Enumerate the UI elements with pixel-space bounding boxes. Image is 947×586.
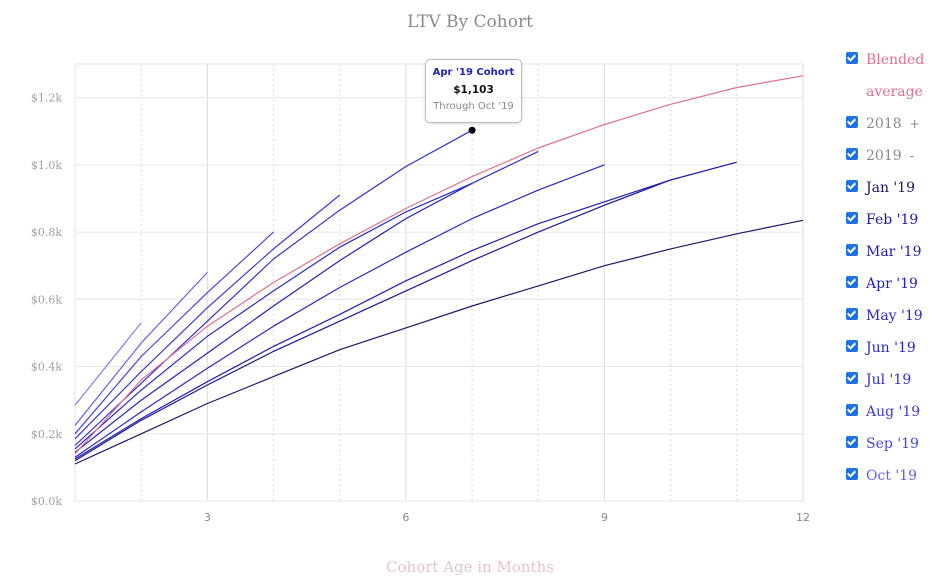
series-line-8[interactable] — [74, 231, 274, 435]
checkbox-icon[interactable] — [846, 212, 858, 224]
x-axis-label: Cohort Age in Months — [386, 558, 554, 576]
legend-label-blended-1: Blended — [866, 52, 925, 68]
checkbox-icon[interactable] — [846, 404, 858, 416]
series-line-9[interactable] — [74, 271, 208, 426]
checkbox-icon[interactable] — [846, 116, 858, 128]
checkbox-icon[interactable] — [846, 340, 858, 352]
data-tooltip: Apr '19 Cohort $1,103 Through Oct '19 — [425, 59, 522, 123]
legend-label-2019: 2019 — [866, 148, 902, 164]
legend: Blended average 2018 + 2019 - Jan '19 Feb… — [846, 44, 946, 492]
y-tick-label: $1.0k — [31, 159, 62, 172]
collapse-icon[interactable]: - — [909, 149, 914, 163]
y-tick-label: $0.6k — [31, 293, 62, 306]
legend-item-month[interactable]: Aug '19 — [846, 396, 946, 428]
chart-title: LTV By Cohort — [407, 12, 533, 32]
y-tick-label: $0.2k — [31, 428, 62, 441]
series-line-5[interactable] — [74, 150, 539, 450]
series-line-3[interactable] — [74, 182, 473, 453]
y-tick-label: $1.2k — [31, 92, 62, 105]
legend-label-2018: 2018 — [866, 116, 902, 132]
checkbox-icon[interactable] — [846, 436, 858, 448]
series-line-6[interactable] — [74, 129, 473, 446]
x-tick-label: 9 — [601, 511, 608, 524]
tooltip-value: $1,103 — [453, 84, 494, 96]
legend-label: Jan '19 — [866, 180, 916, 196]
checkbox-icon[interactable] — [846, 308, 858, 320]
y-tick-label: $0.4k — [31, 361, 62, 374]
legend-group-2018[interactable]: 2018 + — [846, 108, 946, 140]
legend-label: May '19 — [866, 308, 923, 324]
x-tick-label: 3 — [204, 511, 211, 524]
series-line-2[interactable] — [74, 179, 671, 460]
legend-label: Feb '19 — [866, 212, 919, 228]
legend-item-month[interactable]: Sep '19 — [846, 428, 946, 460]
series-line-10[interactable] — [74, 322, 142, 406]
checkbox-icon[interactable] — [846, 372, 858, 384]
grid — [74, 63, 804, 502]
legend-label: Aug '19 — [866, 404, 921, 420]
legend-label: Sep '19 — [866, 436, 919, 452]
series-line-1[interactable] — [74, 161, 737, 462]
legend-label: Jun '19 — [866, 340, 916, 356]
legend-label: Jul '19 — [866, 372, 912, 388]
expand-icon[interactable]: + — [909, 117, 920, 131]
checkbox-icon[interactable] — [846, 148, 858, 160]
tooltip-point[interactable] — [468, 126, 476, 134]
legend-item-month[interactable]: Apr '19 — [846, 268, 946, 300]
legend-item-blended-average[interactable]: Blended average — [846, 44, 946, 108]
checkbox-icon[interactable] — [846, 52, 858, 64]
legend-item-month[interactable]: Jul '19 — [846, 364, 946, 396]
legend-item-month[interactable]: Mar '19 — [846, 236, 946, 268]
tooltip-subtitle: Through Oct '19 — [433, 101, 514, 112]
x-tick-label: 6 — [402, 511, 409, 524]
tooltip-title: Apr '19 Cohort — [432, 67, 515, 78]
series-line-11[interactable] — [74, 75, 804, 455]
legend-month-list: Jan '19 Feb '19 Mar '19 Apr '19 May '19 Jun '… — [846, 172, 946, 492]
plot-frame — [74, 63, 804, 502]
legend-group-2019[interactable]: 2019 - — [846, 140, 946, 172]
markers — [468, 126, 476, 134]
legend-item-month[interactable]: Feb '19 — [846, 204, 946, 236]
series-lines — [74, 75, 804, 465]
series-line-0[interactable] — [74, 219, 804, 465]
series-line-7[interactable] — [74, 194, 341, 440]
legend-label: Oct '19 — [866, 468, 918, 484]
axes: $0.0k $0.2k $0.4k $0.6k $0.8k $1.0k $1.2k 3 6 9 12 — [31, 92, 810, 524]
x-tick-label: 12 — [796, 511, 810, 524]
legend-label-blended-2: average — [866, 84, 923, 100]
checkbox-icon[interactable] — [846, 468, 858, 480]
y-tick-label: $0.8k — [31, 226, 62, 239]
legend-label: Mar '19 — [866, 244, 922, 260]
legend-item-month[interactable]: Jan '19 — [846, 172, 946, 204]
checkbox-icon[interactable] — [846, 276, 858, 288]
checkbox-icon[interactable] — [846, 244, 858, 256]
y-tick-label: $0.0k — [31, 495, 62, 508]
series-line-4[interactable] — [74, 164, 605, 458]
legend-item-month[interactable]: Jun '19 — [846, 332, 946, 364]
checkbox-icon[interactable] — [846, 180, 858, 192]
legend-item-month[interactable]: May '19 — [846, 300, 946, 332]
legend-label: Apr '19 — [866, 276, 918, 292]
legend-item-month[interactable]: Oct '19 — [846, 460, 946, 492]
